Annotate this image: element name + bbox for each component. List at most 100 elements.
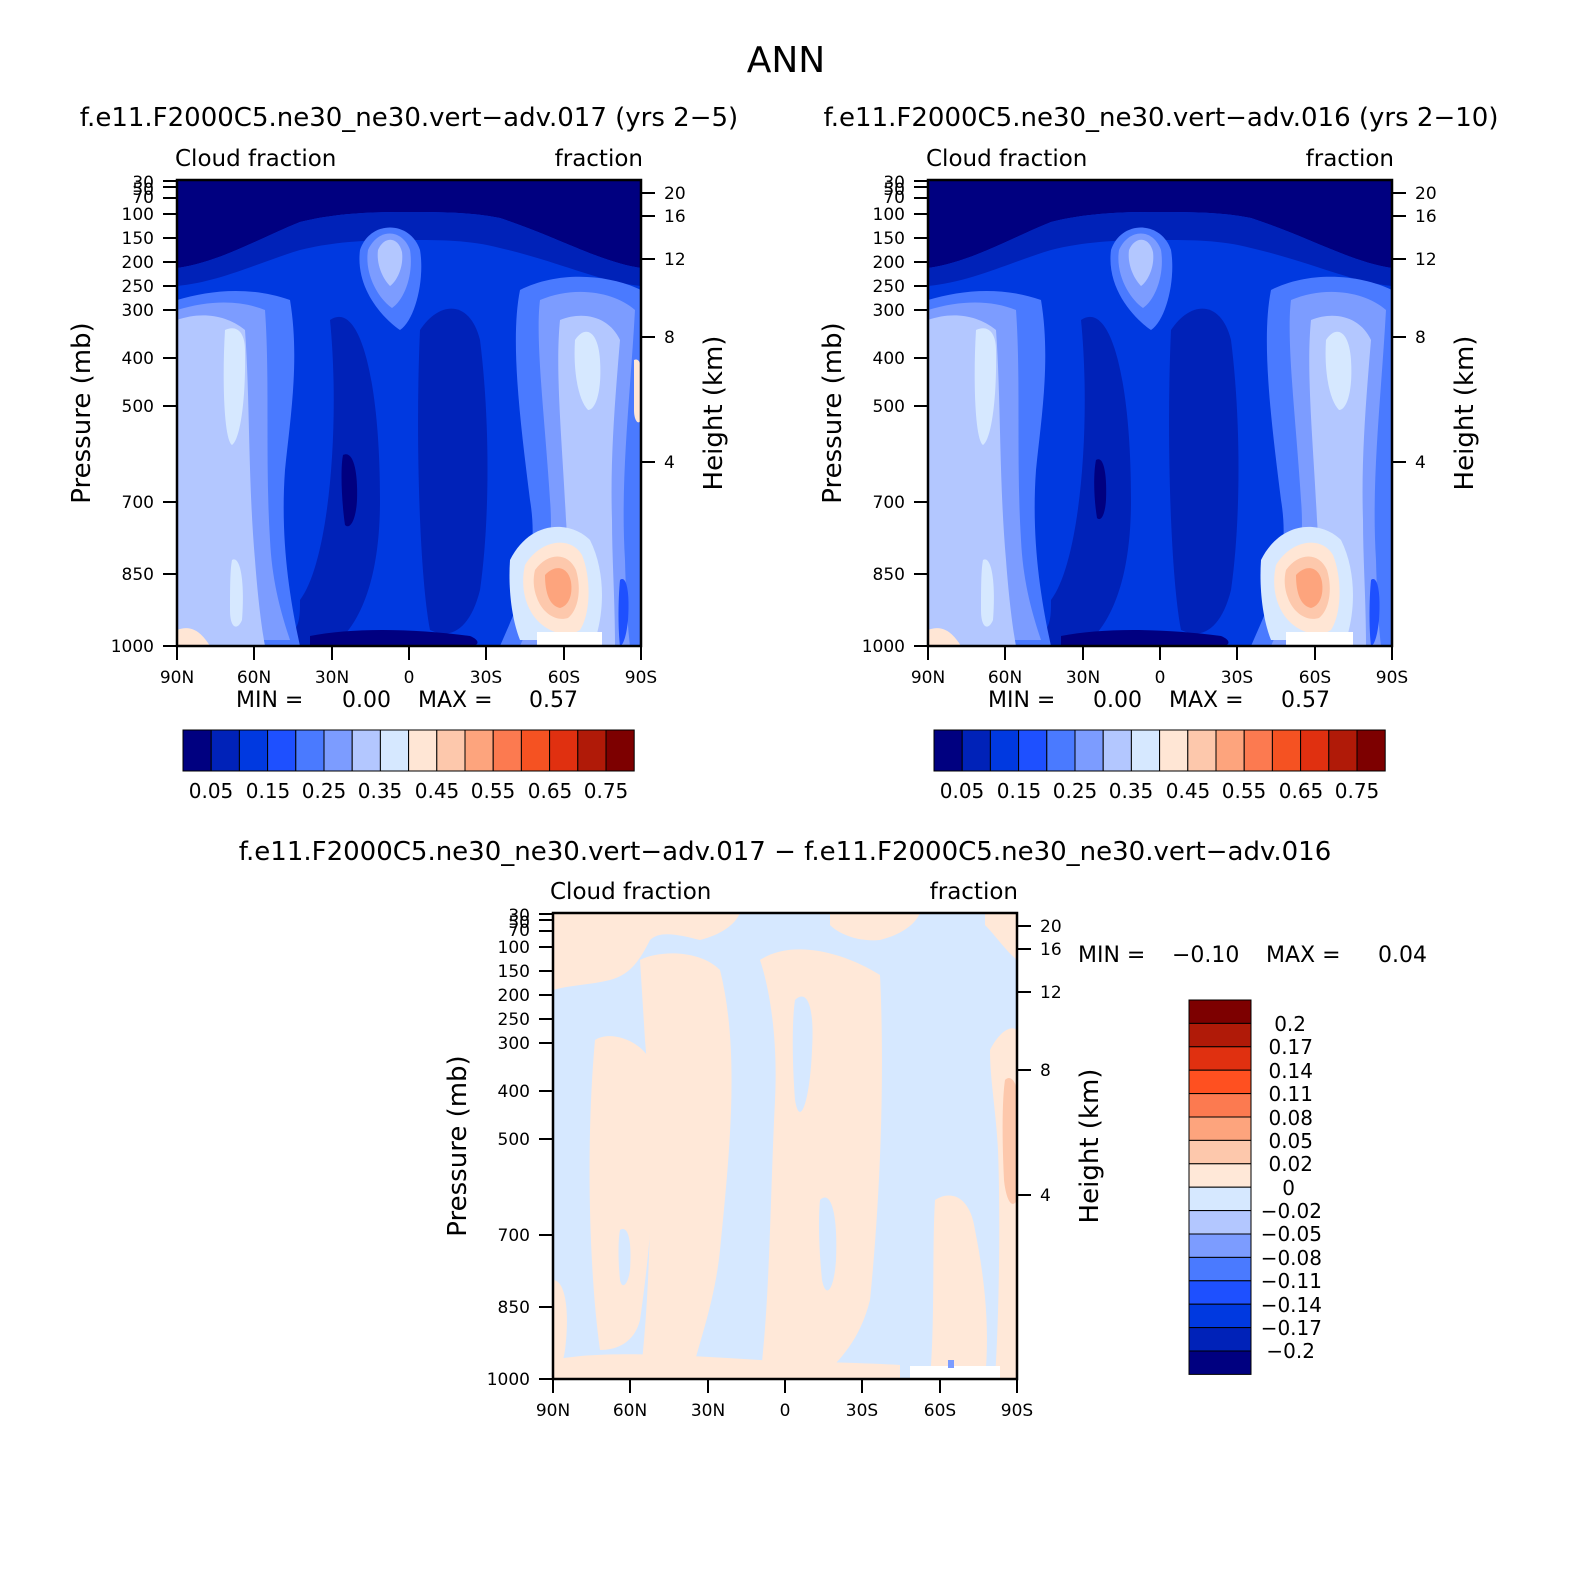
colorbar-label: −0.02 bbox=[1261, 1199, 1322, 1223]
panel-2-contour-l8 bbox=[974, 328, 997, 445]
panel-3-xtick-label: 30S bbox=[846, 1401, 878, 1421]
panel-1-ytick-label: 400 bbox=[122, 349, 154, 369]
colorbar-label: 0.05 bbox=[189, 779, 234, 803]
colorbar-label: −0.08 bbox=[1261, 1246, 1322, 1270]
colorbar-label: 0.15 bbox=[246, 779, 291, 803]
colorbar-swatch bbox=[1188, 1139, 1252, 1165]
panel-3-contour-l3 bbox=[589, 1036, 655, 1350]
colorbar-label: 0.11 bbox=[1268, 1082, 1313, 1106]
panel-2-ytick-label: 50 bbox=[883, 180, 905, 200]
panel-1-y-left-title: Pressure (mb) bbox=[67, 322, 97, 503]
panel-1-y2tick-label: 16 bbox=[664, 207, 686, 227]
panel-3-contour-l11 bbox=[553, 1280, 567, 1379]
panel-2-xtick-label: 0 bbox=[1155, 668, 1166, 688]
colorbar-swatch bbox=[295, 729, 325, 772]
panel-1-ytick-label: 30 bbox=[132, 173, 154, 193]
colorbar-swatch bbox=[267, 729, 297, 772]
colorbar-swatch bbox=[1188, 1327, 1252, 1352]
panel-3-max-label: MAX = bbox=[1266, 943, 1341, 968]
panel-1-xtick-label: 90S bbox=[625, 668, 657, 688]
panel-3-ytick-label: 30 bbox=[508, 906, 530, 926]
colorbar-label: 0.55 bbox=[1222, 779, 1267, 803]
panel-2-contour-l24 bbox=[1286, 632, 1353, 646]
colorbar-swatch bbox=[1187, 729, 1217, 772]
panel-1-ytick-label: 500 bbox=[122, 397, 154, 417]
panel-2-contour-l22 bbox=[928, 628, 961, 646]
colorbar-swatch bbox=[1215, 729, 1245, 772]
colorbar-swatch bbox=[1188, 1163, 1252, 1188]
panel-1-ytick-label: 70 bbox=[132, 188, 154, 208]
colorbar-swatch bbox=[210, 729, 240, 772]
panel-2-contour-l0 bbox=[928, 180, 1392, 268]
colorbar-swatch bbox=[182, 729, 212, 772]
panel-3-contour-l6 bbox=[792, 996, 813, 1112]
panel-3-left-label: Cloud fraction bbox=[550, 879, 711, 905]
panel-2-contour-l1 bbox=[928, 212, 1392, 286]
panel-2-ytick-label: 30 bbox=[883, 173, 905, 193]
panel-1-y2tick-label: 12 bbox=[664, 250, 686, 270]
panel-3-y-left-title: Pressure (mb) bbox=[443, 1055, 473, 1236]
panel-2-y-left-axis: 30 50 70 100 150 200 250 300 400 500 700… bbox=[818, 173, 928, 657]
panel-3-ytick-label: 70 bbox=[508, 921, 530, 941]
colorbar-swatch bbox=[1188, 1280, 1252, 1305]
panel-2-y-right-axis: 20 16 12 8 4 Height (km) bbox=[1392, 184, 1480, 490]
panel-2-ytick-label: 700 bbox=[873, 493, 905, 513]
panel-2-ytick-label: 1000 bbox=[862, 637, 905, 657]
panel-3-ytick-label: 50 bbox=[508, 913, 530, 933]
panel-3-contour-l10 bbox=[1002, 1078, 1017, 1204]
panel-3: Cloud fraction fraction bbox=[443, 879, 1427, 1421]
colorbar-swatch bbox=[408, 729, 438, 772]
panel-1-ytick-label: 200 bbox=[122, 253, 154, 273]
colorbar-swatch bbox=[1188, 1046, 1252, 1071]
colorbar-swatch bbox=[1328, 729, 1358, 772]
colorbar-label: 0.45 bbox=[415, 779, 460, 803]
panel-2-contour-l15 bbox=[1291, 315, 1371, 646]
panel-3-contour-l14 bbox=[910, 1366, 1000, 1379]
panel-3-xtick-label: 90S bbox=[1001, 1401, 1033, 1421]
panel-2-left-label: Cloud fraction bbox=[926, 146, 1087, 172]
panel-1-y-right-title: Height (km) bbox=[699, 336, 729, 491]
panel-3-contour-l4 bbox=[640, 953, 732, 1379]
panel-2-plot-area bbox=[926, 178, 1394, 648]
panel-1-contour-l0 bbox=[177, 180, 641, 268]
colorbar-label: 0.2 bbox=[1274, 1012, 1306, 1036]
panel-2-y2tick-label: 12 bbox=[1415, 250, 1437, 270]
panel-1-right-label: fraction bbox=[555, 146, 643, 172]
panel-2-contour-l9 bbox=[981, 559, 994, 627]
colorbar-swatch bbox=[961, 729, 991, 772]
panel-1-colorbar: 0.05 0.15 0.25 0.35 0.45 0.55 0.65 0.75 bbox=[182, 729, 635, 803]
colorbar-label: 0.75 bbox=[584, 779, 629, 803]
panel-3-y2tick-label: 16 bbox=[1040, 940, 1062, 960]
colorbar-swatch bbox=[989, 729, 1020, 772]
panel-1-contour-l20 bbox=[545, 568, 572, 608]
panel-1-contour-l3 bbox=[418, 308, 488, 634]
panel-1-xtick-label: 60N bbox=[237, 668, 271, 688]
colorbar-swatch bbox=[1130, 729, 1161, 772]
colorbar-label: −0.05 bbox=[1261, 1222, 1322, 1246]
page-title: ANN bbox=[747, 40, 826, 81]
panel-1-ytick-label: 1000 bbox=[111, 637, 154, 657]
colorbar-swatch bbox=[238, 729, 269, 772]
colorbar-label: 0.14 bbox=[1268, 1059, 1313, 1083]
panel-1-y-right-axis: 20 16 12 8 4 Height (km) bbox=[641, 184, 729, 490]
panel-3-ytick-label: 150 bbox=[498, 962, 530, 982]
colorbar-swatch bbox=[933, 729, 963, 772]
panel-1-contour-l24 bbox=[310, 630, 478, 646]
panel-1-contour-l15 bbox=[540, 315, 620, 646]
panel-3-ytick-label: 1000 bbox=[487, 1370, 530, 1390]
panel-1-ytick-label: 700 bbox=[122, 493, 154, 513]
panel-1-ytick-label: 50 bbox=[132, 180, 154, 200]
colorbar-swatch bbox=[1159, 729, 1189, 772]
panel-2-max-value: 0.57 bbox=[1281, 688, 1330, 713]
panel-2-min-label: MIN = bbox=[988, 688, 1055, 713]
colorbar-label: 0.05 bbox=[1268, 1129, 1313, 1153]
panel-1-contour-l23 bbox=[177, 628, 210, 646]
panel-3-contour-l13 bbox=[618, 1229, 631, 1286]
colorbar-swatch bbox=[577, 729, 607, 772]
panel-1-contour-l2 bbox=[280, 316, 380, 646]
colorbar-swatch bbox=[1243, 729, 1273, 772]
panel-2-ytick-label: 400 bbox=[873, 349, 905, 369]
colorbar-label: 0.25 bbox=[1053, 779, 1098, 803]
colorbar-label: 0.55 bbox=[471, 779, 516, 803]
